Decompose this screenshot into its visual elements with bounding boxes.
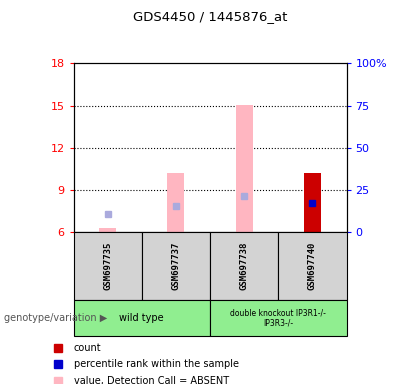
Text: GSM697740: GSM697740	[308, 242, 317, 290]
Bar	[236, 105, 253, 232]
Bar	[210, 232, 278, 300]
Bar	[99, 228, 116, 232]
Text: GDS4450 / 1445876_at: GDS4450 / 1445876_at	[133, 10, 287, 23]
Text: percentile rank within the sample: percentile rank within the sample	[74, 359, 239, 369]
Text: GSM697738: GSM697738	[240, 242, 249, 290]
Text: GSM697735: GSM697735	[103, 242, 112, 290]
Bar	[167, 173, 184, 232]
Text: value, Detection Call = ABSENT: value, Detection Call = ABSENT	[74, 376, 228, 384]
Text: count: count	[74, 343, 101, 353]
Bar	[278, 232, 346, 300]
Bar	[210, 300, 346, 336]
Text: GSM697737: GSM697737	[171, 242, 180, 290]
Bar	[74, 232, 142, 300]
Text: wild type: wild type	[119, 313, 164, 323]
Text: genotype/variation ▶: genotype/variation ▶	[4, 313, 108, 323]
Text: double knockout IP3R1-/-
IP3R3-/-: double knockout IP3R1-/- IP3R3-/-	[230, 308, 326, 328]
Bar	[142, 232, 210, 300]
Bar	[74, 300, 210, 336]
Bar	[304, 173, 321, 232]
